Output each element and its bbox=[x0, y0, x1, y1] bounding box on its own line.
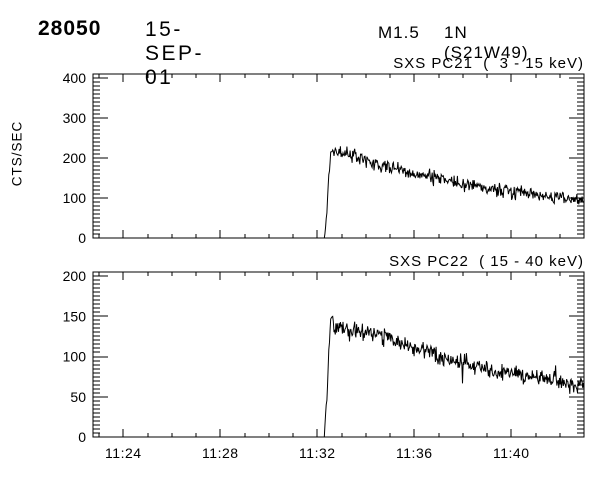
y-tick-label: 100 bbox=[63, 349, 87, 365]
y-tick-label: 300 bbox=[63, 110, 87, 126]
panel-0-tick-labels: 0 100 200 300 400 bbox=[63, 70, 87, 246]
y-tick-label: 50 bbox=[70, 389, 86, 405]
event-date: 15-SEP-01 bbox=[145, 18, 205, 89]
y-tick-label: 150 bbox=[63, 308, 87, 324]
x-tick-label: 11:32 bbox=[299, 445, 336, 461]
event-number: 28050 bbox=[38, 17, 102, 40]
y-tick-label: 400 bbox=[63, 70, 87, 86]
panel-0-axes bbox=[92, 73, 585, 239]
y-tick-label: 200 bbox=[63, 268, 87, 284]
importance-location: 1N (S21W49) bbox=[444, 23, 529, 62]
x-tick-label: 11:24 bbox=[105, 445, 142, 461]
panel-1-series-line bbox=[93, 315, 585, 438]
y-tick-label: 100 bbox=[63, 190, 87, 206]
y-tick-label: 0 bbox=[78, 429, 86, 445]
panel-0-series-line bbox=[93, 146, 585, 239]
y-tick-label: 0 bbox=[78, 230, 86, 246]
panel2-title: SXS PC22 ( 15 - 40 keV) bbox=[389, 253, 584, 270]
panel-1-tick-labels: 0 50 100 150 200 11:24 11:28 11:32 11:36 11:40 bbox=[63, 268, 530, 461]
panel-1-axes bbox=[92, 271, 585, 438]
x-tick-label: 11:40 bbox=[493, 445, 530, 461]
x-tick-label: 11:36 bbox=[396, 445, 433, 461]
y-tick-label: 200 bbox=[63, 150, 87, 166]
goes-class: M1.5 bbox=[378, 23, 420, 42]
panel1-title: SXS PC21 ( 3 - 15 keV) bbox=[393, 55, 584, 72]
x-tick-label: 11:28 bbox=[202, 445, 239, 461]
